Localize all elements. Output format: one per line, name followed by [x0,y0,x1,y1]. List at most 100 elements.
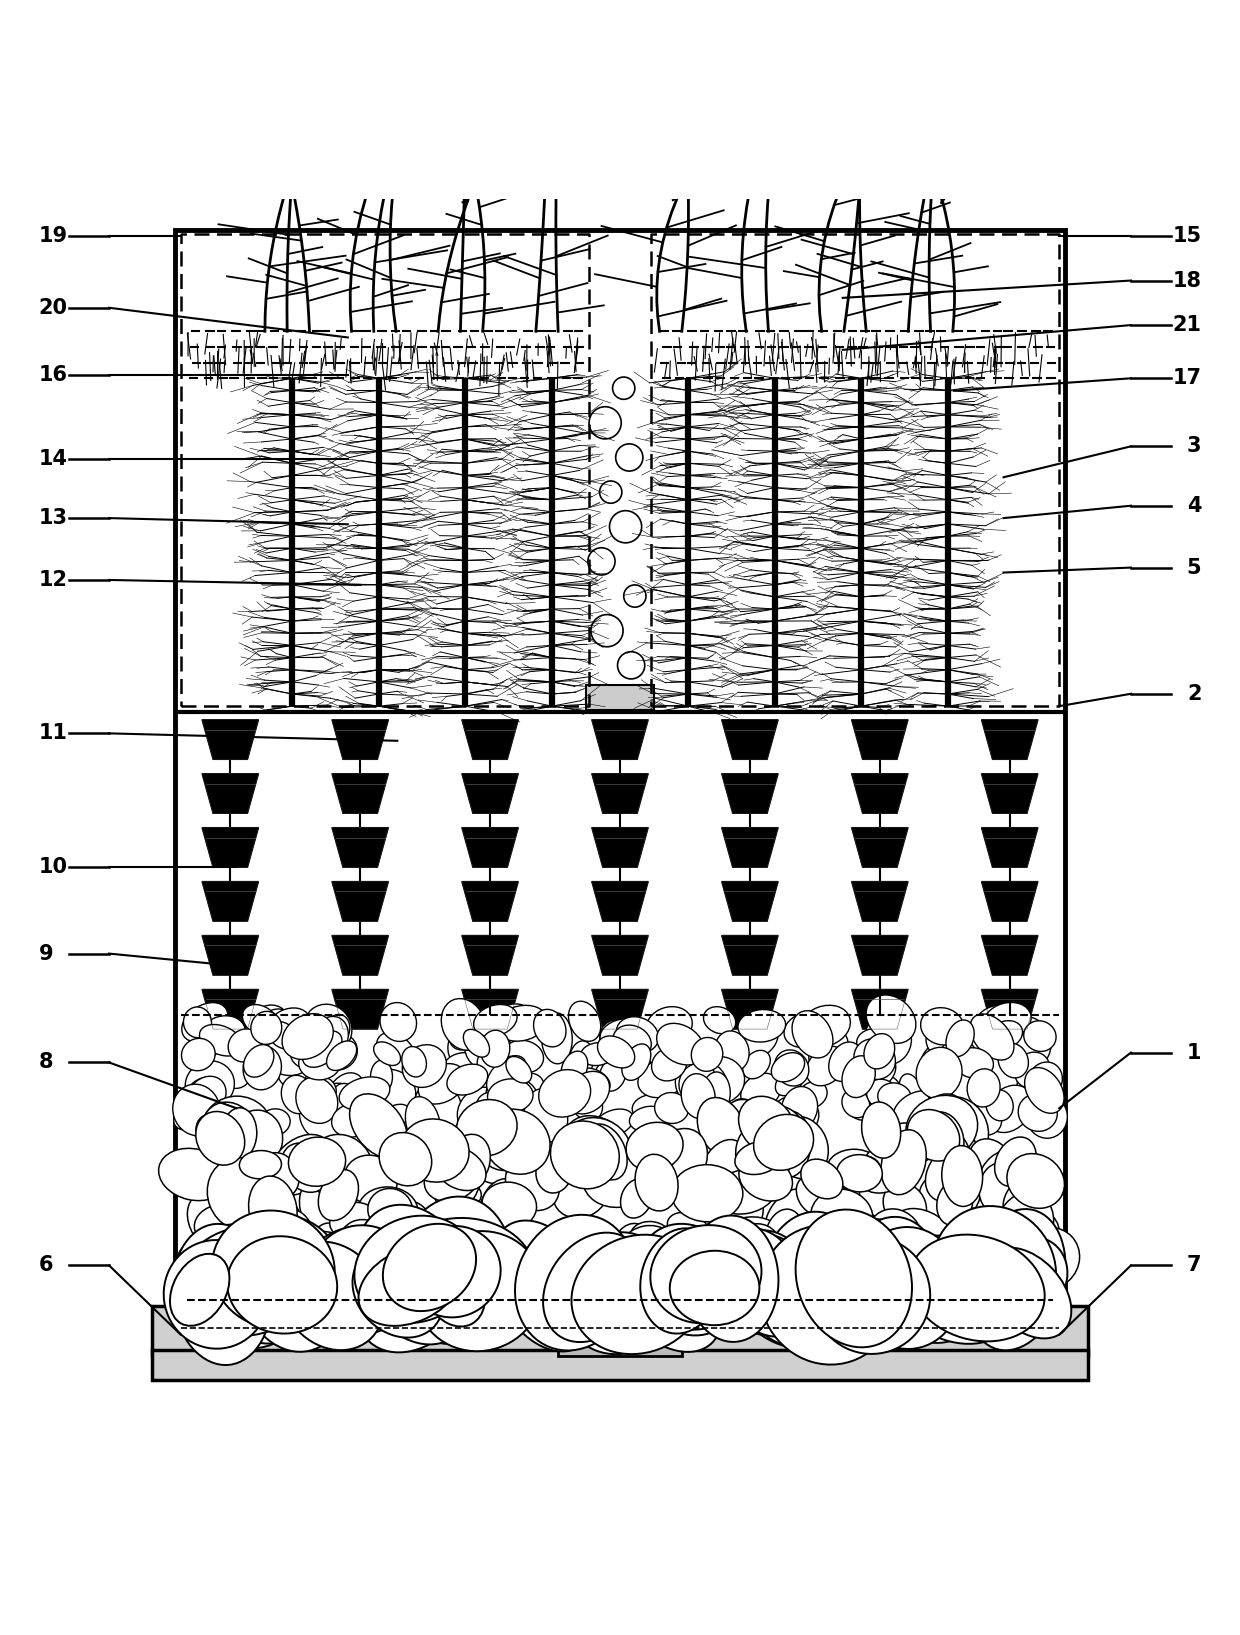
Ellipse shape [331,1104,373,1138]
Ellipse shape [480,1179,529,1243]
Ellipse shape [196,1113,233,1153]
Ellipse shape [224,1184,275,1238]
Ellipse shape [433,1148,481,1212]
Ellipse shape [389,142,402,170]
Ellipse shape [978,1162,1018,1213]
Polygon shape [852,935,908,974]
Ellipse shape [402,1046,427,1077]
Ellipse shape [728,1099,759,1131]
Ellipse shape [317,1226,414,1310]
Ellipse shape [828,1243,859,1283]
Ellipse shape [968,1140,1018,1198]
Ellipse shape [164,1239,269,1349]
Ellipse shape [317,1084,350,1107]
Ellipse shape [244,1233,295,1293]
Ellipse shape [854,1038,895,1079]
Ellipse shape [862,1102,900,1158]
Ellipse shape [965,1055,1018,1105]
Ellipse shape [196,1166,243,1198]
Text: 16: 16 [38,365,67,384]
Polygon shape [461,827,518,867]
Ellipse shape [584,1123,627,1180]
Ellipse shape [187,1076,226,1117]
Ellipse shape [228,1028,262,1063]
Ellipse shape [712,1169,776,1215]
Ellipse shape [461,173,474,199]
Ellipse shape [1024,1020,1056,1051]
Ellipse shape [866,996,916,1043]
Polygon shape [852,827,908,867]
Ellipse shape [873,1123,919,1174]
Ellipse shape [812,1236,930,1354]
Ellipse shape [243,1045,274,1077]
Ellipse shape [506,1156,549,1192]
Polygon shape [982,773,1038,813]
Ellipse shape [893,1091,939,1128]
Ellipse shape [489,1004,534,1045]
Ellipse shape [448,1135,490,1179]
Ellipse shape [559,1128,601,1164]
Polygon shape [461,935,518,974]
Ellipse shape [991,1238,1068,1318]
Ellipse shape [910,1136,972,1194]
Ellipse shape [595,1056,634,1082]
Ellipse shape [827,1248,901,1334]
Ellipse shape [868,1105,897,1143]
Ellipse shape [613,1223,661,1290]
Ellipse shape [174,1097,216,1130]
Ellipse shape [542,1239,627,1324]
Ellipse shape [414,1081,461,1133]
Ellipse shape [936,1180,973,1226]
Ellipse shape [645,1141,692,1187]
Ellipse shape [796,1210,911,1347]
Ellipse shape [708,1043,733,1073]
Ellipse shape [613,1226,681,1297]
Ellipse shape [569,1084,603,1120]
Ellipse shape [994,1136,1037,1187]
Ellipse shape [456,1100,517,1156]
Ellipse shape [243,1046,281,1091]
Ellipse shape [448,1025,490,1071]
Text: 12: 12 [38,571,67,590]
Ellipse shape [866,1238,973,1323]
Ellipse shape [379,1002,417,1041]
Ellipse shape [429,1231,472,1280]
Ellipse shape [281,157,294,185]
Ellipse shape [616,1017,658,1053]
Polygon shape [722,881,779,921]
Ellipse shape [882,1130,926,1195]
Ellipse shape [454,1256,529,1331]
Ellipse shape [636,1225,740,1336]
Text: 2: 2 [1187,683,1202,703]
Ellipse shape [722,1234,805,1321]
Ellipse shape [358,1187,418,1234]
Ellipse shape [172,1084,221,1136]
Ellipse shape [536,1151,572,1194]
Ellipse shape [306,1084,334,1113]
Ellipse shape [278,1058,308,1087]
Ellipse shape [184,1007,212,1038]
Ellipse shape [775,1068,804,1095]
Polygon shape [722,719,779,759]
Text: 21: 21 [1173,316,1202,335]
Ellipse shape [909,1234,1045,1341]
Ellipse shape [325,1014,350,1046]
Ellipse shape [270,1210,315,1272]
Bar [175,231,1065,1306]
Ellipse shape [808,1030,848,1073]
Polygon shape [591,881,649,921]
Ellipse shape [319,1033,357,1071]
Ellipse shape [854,1053,895,1091]
Ellipse shape [626,1122,683,1171]
Ellipse shape [692,1056,744,1104]
Ellipse shape [396,1197,512,1344]
Ellipse shape [959,1213,1018,1269]
Ellipse shape [656,1226,723,1280]
Ellipse shape [765,1189,816,1248]
Ellipse shape [698,1092,729,1122]
Ellipse shape [562,1051,588,1086]
Ellipse shape [560,1233,676,1354]
Ellipse shape [281,1143,329,1192]
Text: 13: 13 [38,508,67,528]
Ellipse shape [877,1225,928,1272]
